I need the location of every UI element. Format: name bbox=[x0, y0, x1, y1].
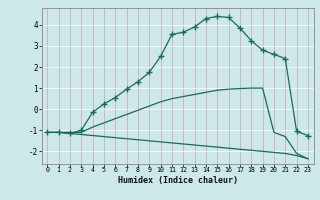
X-axis label: Humidex (Indice chaleur): Humidex (Indice chaleur) bbox=[118, 176, 237, 185]
